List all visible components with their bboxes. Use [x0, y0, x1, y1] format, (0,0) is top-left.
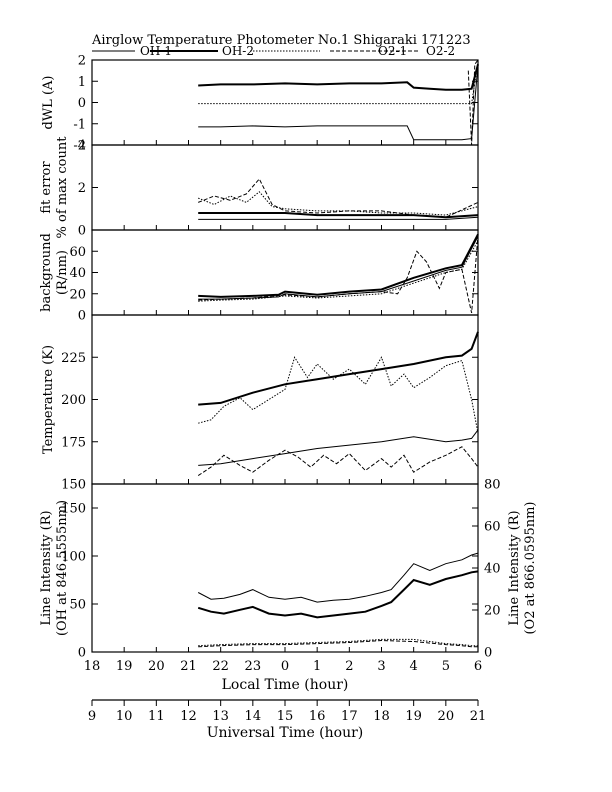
- series-dwl-o2-2: [467, 59, 479, 146]
- ytick-label-dwl: -2: [73, 139, 86, 154]
- panel-frame-line_intensity: [91, 483, 479, 653]
- xtick-label-local: 19: [116, 659, 133, 674]
- series-temperature-oh-1: [198, 429, 479, 466]
- xtick-label-universal: 19: [405, 709, 422, 724]
- ytick-label-background: 40: [69, 266, 86, 281]
- xtick-label-universal: 12: [180, 709, 197, 724]
- panel-dwl: 2 1 0 -1 -2 dWL (A): [41, 54, 479, 154]
- xlabel-local: Local Time (hour): [222, 677, 349, 693]
- xtick-label-local: 20: [148, 659, 165, 674]
- series-line_intensity-oh-2: [197, 570, 479, 619]
- chart-title: Airglow Temperature Photometer No.1 Shig…: [91, 33, 471, 48]
- panel-background: 60 40 20 0 background (R/nm): [39, 229, 479, 324]
- xtick-label-local: 2: [345, 659, 353, 674]
- ylabel-right-line_intensity-0: Line Intensity (R): [507, 510, 522, 625]
- ytick-label-temperature: 150: [61, 478, 86, 493]
- panel-temperature: 225 200 175 150 Temperature (K): [41, 314, 479, 493]
- xtick-label-local: 22: [212, 659, 229, 674]
- ytick-label-line_intensity: 50: [69, 598, 86, 613]
- xtick-label-local: 4: [410, 659, 418, 674]
- series-background-oh-1: [198, 236, 479, 300]
- ylabel-fit_error-0: fit error: [39, 161, 54, 214]
- ylabel-line_intensity-0: Line Intensity (R): [39, 510, 54, 625]
- series-dwl-o2-1: [198, 62, 479, 105]
- legend-label-o2-2: O2-2: [426, 44, 455, 58]
- xtick-label-local: 6: [474, 659, 482, 674]
- ytick-label-fit_error: 4: [78, 139, 86, 154]
- series-background-oh-2: [198, 233, 479, 298]
- ytick-label-temperature: 175: [61, 435, 86, 450]
- series-temperature-o2-2: [197, 446, 479, 477]
- xtick-label-local: 21: [180, 659, 197, 674]
- ytick-label-dwl: 0: [78, 96, 86, 111]
- ylabel-line_intensity-1: (OH at 846.5555nm): [55, 500, 70, 636]
- ytick-label-temperature: 225: [61, 351, 86, 366]
- xtick-label-universal: 11: [148, 709, 165, 724]
- ylabel-dwl-0: dWL (A): [41, 76, 56, 130]
- legend-label-oh-2: OH-2: [222, 44, 254, 58]
- ytick-label-temperature: 200: [61, 393, 86, 408]
- ylabel-temperature-0: Temperature (K): [41, 345, 56, 454]
- ytick-right-label-line_intensity: 0: [484, 646, 492, 661]
- panel-fit_error: 4 2 0 fit error% of max count: [39, 136, 479, 239]
- xtick-label-universal: 18: [373, 709, 390, 724]
- ytick-right-label-line_intensity: 80: [484, 478, 501, 493]
- ytick-right-label-line_intensity: 20: [484, 604, 501, 619]
- legend: OH-1 OH-2 O2-1 O2-2: [92, 44, 455, 58]
- xtick-label-universal: 21: [470, 709, 487, 724]
- ytick-label-dwl: -1: [73, 117, 86, 132]
- series-temperature-o2-1: [198, 356, 479, 434]
- series-fit_error-o2-2: [198, 178, 479, 218]
- ytick-right-label-line_intensity: 40: [484, 562, 501, 577]
- xtick-label-local: 18: [84, 659, 101, 674]
- series-line_intensity-o2-2: [198, 639, 478, 648]
- ylabel-background-1: (R/nm): [55, 250, 70, 295]
- xtick-label-universal: 10: [116, 709, 133, 724]
- ytick-label-dwl: 2: [78, 54, 86, 69]
- ytick-label-background: 20: [69, 287, 86, 302]
- series-background-o2-1: [198, 240, 479, 302]
- xtick-label-local: 3: [377, 659, 385, 674]
- ytick-label-fit_error: 0: [78, 224, 86, 239]
- ytick-label-background: 60: [69, 245, 86, 260]
- xtick-label-universal: 20: [438, 709, 455, 724]
- ytick-label-fit_error: 2: [78, 181, 86, 196]
- xtick-label-universal: 13: [212, 709, 229, 724]
- series-temperature-oh-2: [198, 331, 479, 406]
- ylabel-right-line_intensity-1: (O2 at 866.0595nm): [523, 501, 538, 634]
- series-fit_error-o2-1: [198, 191, 479, 216]
- xtick-label-universal: 15: [277, 709, 294, 724]
- xtick-label-universal: 16: [309, 709, 326, 724]
- xtick-label-universal: 17: [341, 709, 358, 724]
- ytick-label-dwl: 1: [78, 75, 86, 90]
- ytick-label-line_intensity: 0: [78, 646, 86, 661]
- ytick-label-background: 0: [78, 309, 86, 324]
- xtick-label-universal: 9: [88, 709, 96, 724]
- series-dwl-oh-2: [198, 64, 479, 91]
- panel-frame-background: [91, 229, 479, 316]
- panel-frame-fit_error: [91, 144, 479, 231]
- series-line_intensity-o2-1: [198, 638, 478, 647]
- xtick-label-local: 5: [442, 659, 450, 674]
- panel-frame-dwl: [91, 59, 479, 146]
- series-fit_error-oh-1: [198, 216, 479, 220]
- xtick-label-local: 23: [245, 659, 262, 674]
- xlabel-universal: Universal Time (hour): [207, 725, 364, 741]
- ytick-label-line_intensity: 150: [61, 502, 86, 517]
- series-dwl-oh-1: [198, 64, 479, 141]
- series-line_intensity-oh-1: [197, 552, 479, 603]
- ylabel-fit_error-1: % of max count: [55, 136, 70, 239]
- xtick-label-local: 0: [281, 659, 289, 674]
- ytick-right-label-line_intensity: 60: [484, 520, 501, 535]
- ylabel-background-0: background: [39, 233, 54, 312]
- panel-frame-temperature: [91, 314, 479, 485]
- xtick-label-local: 1: [313, 659, 321, 674]
- xtick-label-universal: 14: [245, 709, 262, 724]
- ytick-label-line_intensity: 100: [61, 550, 86, 565]
